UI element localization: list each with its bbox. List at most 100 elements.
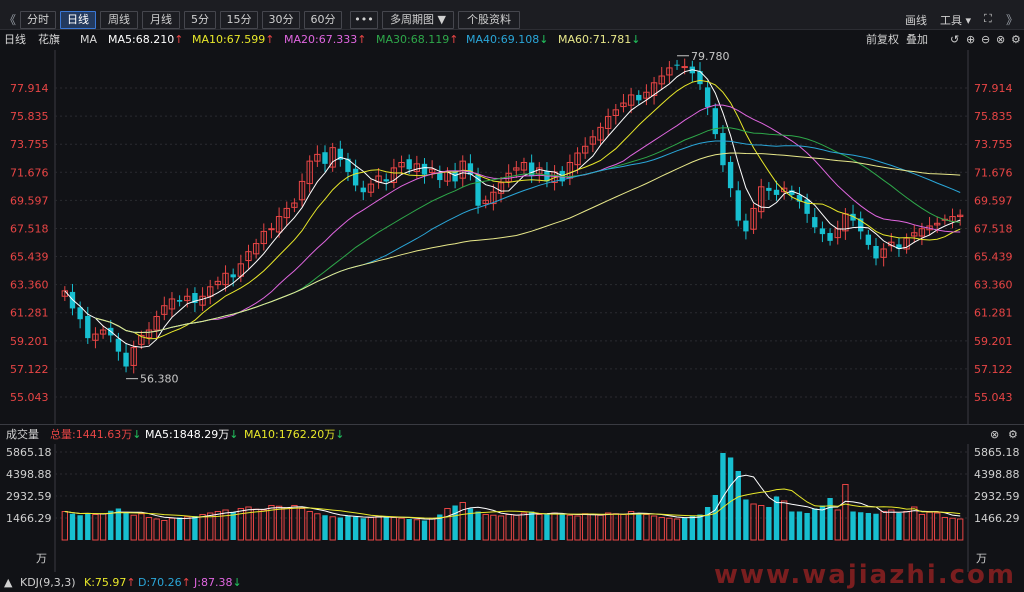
volume-tick-right: 4398.88 xyxy=(974,468,1020,481)
volume-bar-down xyxy=(85,512,91,540)
volume-bar-down xyxy=(69,513,76,540)
volume-bar-up xyxy=(880,510,887,541)
volume-bar-up xyxy=(673,518,681,541)
ma20-value: MA20:67.333↑ xyxy=(284,33,367,46)
watermark: www.wajiazhi.com xyxy=(713,560,1016,590)
tools-dropdown[interactable]: 工具 ▾ xyxy=(940,14,972,27)
undo-icon[interactable]: ↺ xyxy=(950,33,960,46)
candle-down xyxy=(421,163,428,175)
candlestick-chart[interactable]: 77.914 77.914 75.835 75.835 73.755 73.755 71.6… xyxy=(0,50,1024,425)
volume-bar-up xyxy=(666,517,673,541)
fullscreen-icon[interactable]: ⛶ xyxy=(984,12,992,25)
volume-settings-icon[interactable]: ⚙ xyxy=(1008,428,1018,441)
ma10-line xyxy=(95,79,961,340)
volume-bar-up xyxy=(398,517,405,541)
overlay-button[interactable]: 叠加 xyxy=(906,33,928,46)
price-tick-right: 67.518 xyxy=(974,222,1013,235)
volume-chart[interactable]: 5865.18 5865.18 4398.88 4398.88 2932.59 2932.… xyxy=(0,444,1024,572)
tab-15min[interactable]: 15分 xyxy=(220,11,258,29)
volume-bar-down xyxy=(544,513,550,540)
ma5-value: MA5:68.210↑ xyxy=(108,33,184,46)
candle-down xyxy=(720,133,726,166)
zoom-in-icon[interactable]: ⊕ xyxy=(966,33,976,46)
candle-up xyxy=(650,82,658,96)
candle-up xyxy=(145,329,153,339)
volume-bar-down xyxy=(559,514,565,540)
tab-5min[interactable]: 5分 xyxy=(184,11,216,29)
candle-up xyxy=(582,145,589,154)
candle-down xyxy=(360,187,366,193)
price-tick-right: 55.043 xyxy=(974,391,1013,404)
tab-intraday[interactable]: 分时 xyxy=(20,11,56,29)
volume-bar-down xyxy=(115,508,122,540)
kdj-collapse-icon[interactable]: ▲ xyxy=(4,576,13,589)
draw-line-button[interactable]: 画线 xyxy=(905,14,927,27)
volume-tick-right: 5865.18 xyxy=(974,446,1020,459)
volume-panel-bg xyxy=(0,444,1024,572)
candle-up xyxy=(604,116,612,129)
candle-down xyxy=(812,217,818,228)
candle-up xyxy=(750,207,757,230)
tab-60min[interactable]: 60分 xyxy=(304,11,342,29)
volume-bar-up xyxy=(482,513,489,541)
candle-down xyxy=(192,293,198,304)
candle-up xyxy=(222,272,229,286)
volume-bar-down xyxy=(689,515,696,540)
candle-up xyxy=(681,66,688,69)
adjust-button[interactable]: 前复权 xyxy=(866,33,899,46)
period-label: 日线 xyxy=(4,33,26,46)
tab-daily[interactable]: 日线 xyxy=(60,11,96,29)
volume-bar-down xyxy=(819,505,826,540)
volume-bar-up xyxy=(490,514,497,541)
price-tick-right: 63.360 xyxy=(974,279,1013,292)
candle-up xyxy=(911,232,918,237)
candle-up xyxy=(260,230,267,245)
candle-down xyxy=(712,108,718,135)
volume-bar-up xyxy=(199,513,206,541)
volume-bar-down xyxy=(636,512,642,540)
volume-legend: 成交量 总量:1441.63万↓ MA5:1848.29万↓ MA10:1762… xyxy=(0,426,1024,444)
kdj-legend: ▲ KDJ(9,3,3) K:75.97↑ D:70.26↑ J:87.38↓ xyxy=(0,574,1024,592)
tab-weekly[interactable]: 周线 xyxy=(100,11,138,29)
kdj-k: K:75.97↑ xyxy=(84,576,136,589)
volume-bar-down xyxy=(789,511,795,540)
volume-bar-down xyxy=(337,517,343,540)
nav-next-icon[interactable]: 》 xyxy=(1006,13,1019,27)
low-label: 56.380 xyxy=(140,373,179,386)
volume-bar-up xyxy=(650,515,658,541)
stock-info-button[interactable]: 个股资料 xyxy=(458,11,520,29)
candle-up xyxy=(574,152,581,166)
candle-down xyxy=(727,161,734,189)
settings-icon[interactable]: ⚙ xyxy=(1011,33,1021,46)
candle-down xyxy=(850,213,856,221)
volume-close-icon[interactable]: ⊗ xyxy=(990,428,1000,441)
tab-monthly[interactable]: 月线 xyxy=(142,11,180,29)
price-tick-right: 77.914 xyxy=(974,82,1013,95)
candle-down xyxy=(123,352,129,367)
nav-prev-icon[interactable]: 《 xyxy=(4,13,17,27)
ma40-value: MA40:69.108↓ xyxy=(466,33,549,46)
candle-up xyxy=(612,109,619,116)
more-button[interactable]: ••• xyxy=(350,11,378,29)
volume-bar-down xyxy=(812,508,818,540)
volume-bar-up xyxy=(314,513,321,541)
volume-bar-down xyxy=(352,516,359,540)
volume-bar-up xyxy=(566,514,574,541)
volume-bar-up xyxy=(536,513,543,541)
candle-down xyxy=(352,168,359,186)
volume-bar-up xyxy=(941,516,949,541)
multi-period-dropdown[interactable]: 多周期图 ▼ xyxy=(382,11,454,29)
price-tick-left: 65.439 xyxy=(10,251,49,264)
volume-bar-down xyxy=(345,515,351,540)
volume-bar-up xyxy=(658,516,665,541)
tab-30min[interactable]: 30分 xyxy=(262,11,300,29)
candle-up xyxy=(268,228,275,231)
volume-bar-up xyxy=(834,509,841,541)
candle-up xyxy=(199,295,206,306)
close-icon[interactable]: ⊗ xyxy=(996,33,1006,46)
kdj-j: J:87.38↓ xyxy=(194,576,242,589)
zoom-out-icon[interactable]: ⊖ xyxy=(981,33,991,46)
price-tick-left: 75.835 xyxy=(10,110,49,123)
candle-down xyxy=(345,158,351,172)
volume-ma10: MA10:1762.20万↓ xyxy=(244,428,345,441)
